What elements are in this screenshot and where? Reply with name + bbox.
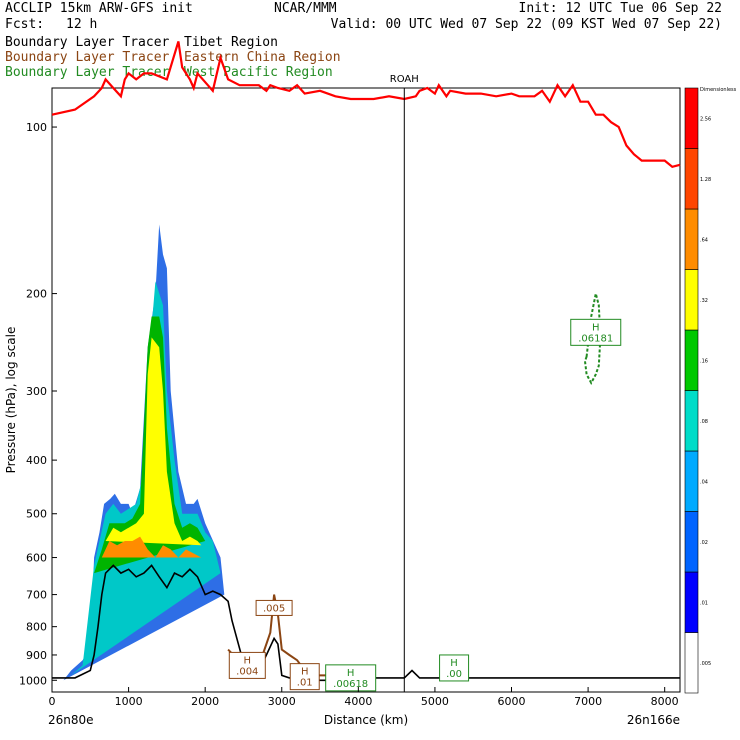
colorbar-title: Dimensionless — [700, 87, 737, 93]
annotation-text-2-0: H — [301, 667, 309, 678]
x-tick-label-2: 2000 — [191, 695, 219, 708]
org-label: NCAR/MMM — [274, 1, 337, 16]
colorbar-label-3: .04 — [700, 479, 708, 485]
legend-tibet-name: Boundary Layer Tracer — [5, 35, 170, 50]
colorbar-swatch-4 — [684, 390, 699, 452]
legend-pacific-name: Boundary Layer Tracer — [5, 65, 170, 80]
annotation-box-5 — [570, 318, 622, 346]
y-tick-label-5: 600 — [26, 552, 47, 565]
colorbar-swatch-8 — [684, 148, 699, 210]
y-tick-label-0: 100 — [26, 121, 47, 134]
annotation-box-2 — [289, 663, 320, 691]
y-tick-label-1: 200 — [26, 288, 47, 301]
colorbar-label-2: .02 — [700, 540, 708, 546]
colorbar-label-4: .08 — [700, 419, 708, 425]
annotation-text-3-1: .00618 — [333, 679, 368, 690]
x-tick-label-1: 1000 — [115, 695, 143, 708]
annotation-text-0-0: H — [244, 655, 252, 666]
west-pacific-contour — [583, 293, 602, 386]
colorbar-swatch-9 — [684, 87, 699, 149]
x-tick-label-0: 0 — [49, 695, 56, 708]
annotation-box-1 — [255, 599, 293, 616]
x-tick-label-7: 7000 — [574, 695, 602, 708]
annotation-text-2-1: .01 — [297, 678, 313, 689]
legend-pacific-region: West Pacific Region — [184, 65, 333, 80]
colorbar-label-5: .16 — [700, 358, 708, 364]
colorbar-swatch-6 — [684, 269, 699, 331]
annotation-text-5-0: H — [592, 322, 600, 333]
y-axis-title: Pressure (hPa), log scale — [4, 327, 18, 474]
fcst-value: 12 h — [66, 17, 98, 32]
x-tick-label-4: 4000 — [344, 695, 372, 708]
colorbar-swatch-2 — [684, 511, 699, 573]
y-tick-label-8: 900 — [26, 649, 47, 662]
colorbar-swatch-7 — [684, 208, 699, 270]
colorbar-label-7: .64 — [700, 237, 708, 243]
colorbar-swatch-5 — [684, 329, 699, 391]
colorbar-swatch-0 — [684, 632, 699, 694]
colorbar-label-9: 2.56 — [700, 116, 711, 122]
valid-label: Valid: 00 UTC Wed 07 Sep 22 (09 KST Wed … — [330, 17, 722, 32]
y-tick-label-9: 1000 — [19, 674, 47, 687]
fcst-label: Fcst: — [5, 17, 45, 32]
annotation-text-3-0: H — [347, 668, 355, 679]
colorbar-swatch-1 — [684, 571, 699, 633]
annotation-box-0 — [228, 651, 266, 679]
y-tick-label-7: 800 — [26, 621, 47, 634]
x-tick-label-8: 8000 — [651, 695, 679, 708]
annotation-text-5-1: .06181 — [578, 333, 613, 344]
x-tick-label-6: 6000 — [498, 695, 526, 708]
colorbar-swatch-3 — [684, 450, 699, 512]
x-tick-label-5: 5000 — [421, 695, 449, 708]
colorbar-label-6: .32 — [700, 298, 708, 304]
annotation-text-4-1: .00 — [446, 669, 462, 680]
y-tick-label-2: 300 — [26, 385, 47, 398]
colorbar-label-8: 1.28 — [700, 177, 711, 183]
annotation-text-1-0: .005 — [263, 603, 285, 614]
right-endpoint-label: 26n166e — [627, 713, 680, 727]
x-axis-title: Distance (km) — [324, 713, 408, 727]
annotation-text-4-0: H — [450, 658, 458, 669]
terrain-surface-line — [52, 564, 680, 682]
shaded-field-3 — [105, 337, 202, 546]
left-endpoint-label: 26n80e — [48, 713, 94, 727]
y-tick-label-4: 500 — [26, 508, 47, 521]
colorbar-label-1: .01 — [700, 600, 708, 606]
y-tick-label-6: 700 — [26, 589, 47, 602]
model-title: ACCLIP 15km ARW-GFS init — [5, 1, 193, 16]
x-tick-label-3: 3000 — [268, 695, 296, 708]
colorbar-label-0: .005 — [700, 661, 711, 667]
tropopause-line — [51, 41, 681, 169]
init-label: Init: 12 UTC Tue 06 Sep 22 — [518, 1, 723, 16]
legend-china-name: Boundary Layer Tracer — [5, 50, 170, 65]
roah-marker-label: ROAH — [390, 74, 419, 85]
legend-china-region: Eastern China Region — [184, 50, 341, 65]
annotation-box-3 — [325, 664, 377, 692]
legend-tibet-region: Tibet Region — [184, 35, 278, 50]
annotation-text-0-1: .004 — [236, 666, 258, 677]
annotation-box-4 — [439, 654, 470, 682]
y-tick-label-3: 400 — [26, 454, 47, 467]
shaded-field-4 — [101, 536, 202, 558]
